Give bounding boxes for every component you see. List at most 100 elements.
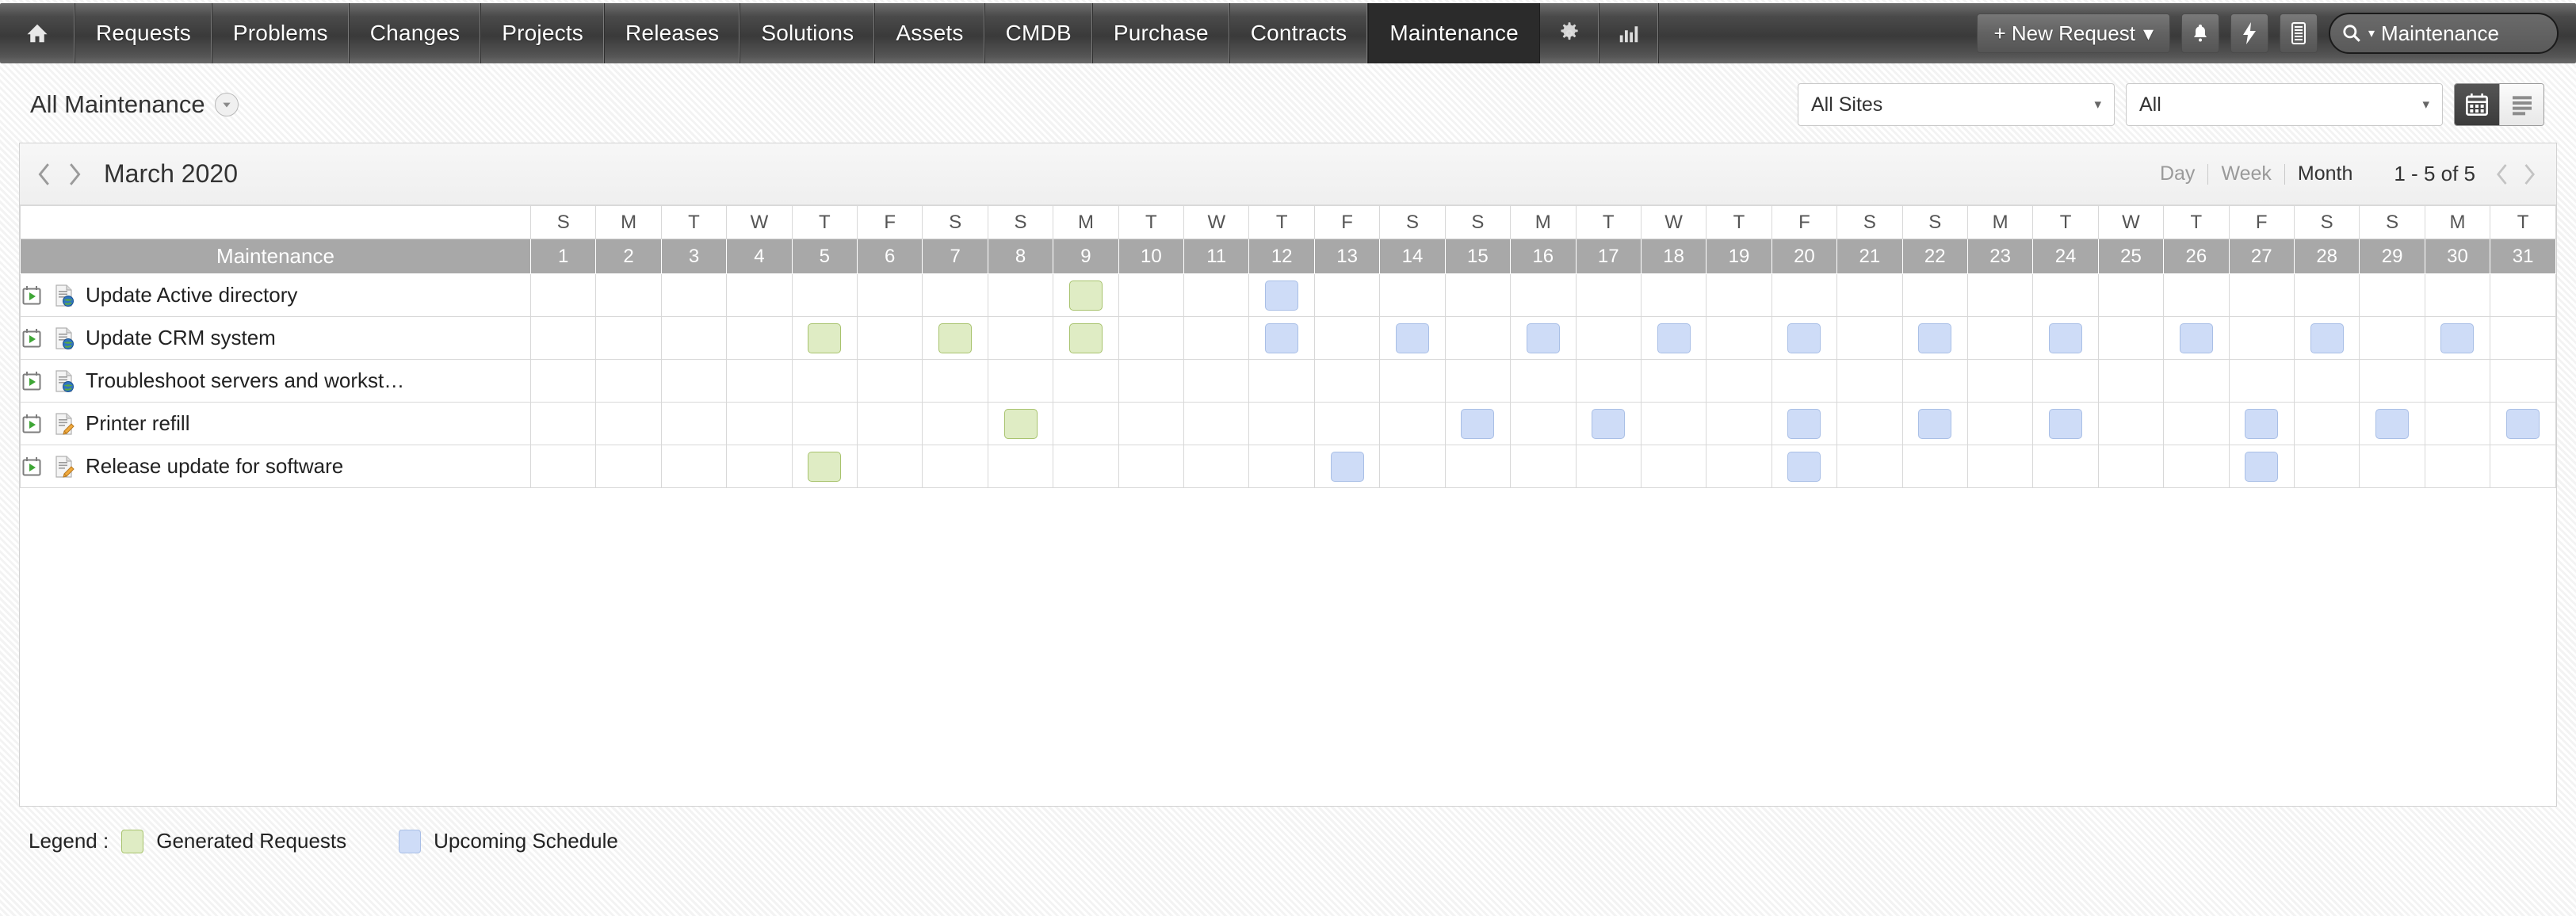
schedule-cell-day-30[interactable] [2424,359,2491,403]
tab-day[interactable]: Day [2159,162,2196,185]
schedule-cell-day-23[interactable] [1966,273,2034,317]
schedule-cell-day-11[interactable] [1183,445,1250,488]
schedule-cell-day-16[interactable] [1510,445,1577,488]
date-header-21[interactable]: 21 [1836,239,1903,274]
nav-item-changes[interactable]: Changes [350,3,482,63]
search-input[interactable]: Maintenance [2381,21,2499,45]
schedule-cell-day-21[interactable] [1836,359,1903,403]
schedule-cell-day-24[interactable] [2032,316,2099,360]
schedule-cell-day-13[interactable] [1313,445,1381,488]
date-header-31[interactable]: 31 [2490,239,2556,274]
date-header-11[interactable]: 11 [1183,239,1250,274]
schedule-cell-day-7[interactable] [922,273,988,317]
schedule-cell-day-6[interactable] [857,359,923,403]
schedule-cell-day-7[interactable] [922,445,988,488]
schedule-cell-day-19[interactable] [1706,402,1772,445]
date-header-3[interactable]: 3 [660,239,728,274]
date-header-23[interactable]: 23 [1966,239,2034,274]
upcoming-schedule-marker[interactable] [1265,280,1299,311]
nav-item-solutions[interactable]: Solutions [740,3,876,63]
schedule-cell-day-12[interactable] [1248,359,1315,403]
nav-item-maintenance[interactable]: Maintenance [1368,3,1540,63]
schedule-cell-day-24[interactable] [2032,402,2099,445]
nav-item-purchase[interactable]: Purchase [1093,3,1230,63]
schedule-cell-day-10[interactable] [1118,273,1185,317]
schedule-cell-day-4[interactable] [726,273,793,317]
schedule-cell-day-17[interactable] [1575,316,1642,360]
schedule-cell-day-14[interactable] [1379,402,1446,445]
notes-button[interactable] [2280,13,2318,53]
schedule-cell-day-21[interactable] [1836,445,1903,488]
date-header-16[interactable]: 16 [1510,239,1577,274]
upcoming-schedule-marker[interactable] [1265,323,1299,353]
upcoming-schedule-marker[interactable] [2049,408,2083,439]
task-label[interactable]: Printer refill [86,411,190,435]
upcoming-schedule-marker[interactable] [1461,408,1495,439]
schedule-cell-day-1[interactable] [529,402,597,445]
schedule-cell-day-4[interactable] [726,402,793,445]
schedule-cell-day-20[interactable] [1771,359,1838,403]
schedule-cell-day-16[interactable] [1510,402,1577,445]
schedule-cell-day-10[interactable] [1118,445,1185,488]
schedule-cell-day-18[interactable] [1640,402,1707,445]
task-label[interactable]: Update Active directory [86,283,298,307]
date-header-24[interactable]: 24 [2032,239,2099,274]
schedule-cell-day-15[interactable] [1444,402,1512,445]
site-filter-select[interactable]: All Sites ▾ [1798,83,2115,126]
generated-request-marker[interactable] [808,451,842,482]
schedule-cell-day-9[interactable] [1053,316,1119,360]
schedule-cell-day-2[interactable] [595,273,662,317]
nav-item-assets[interactable]: Assets [875,3,985,63]
date-header-2[interactable]: 2 [595,239,662,274]
next-month-button[interactable] [66,162,83,187]
schedule-cell-day-24[interactable] [2032,445,2099,488]
schedule-cell-day-13[interactable] [1313,316,1381,360]
upcoming-schedule-marker[interactable] [1787,408,1821,439]
type-filter-select[interactable]: All ▾ [2126,83,2443,126]
upcoming-schedule-marker[interactable] [2179,323,2213,353]
schedule-cell-day-29[interactable] [2359,316,2425,360]
task-label[interactable]: Update CRM system [86,326,276,349]
schedule-cell-day-2[interactable] [595,445,662,488]
date-header-18[interactable]: 18 [1640,239,1707,274]
schedule-cell-day-17[interactable] [1575,445,1642,488]
schedule-cell-day-23[interactable] [1966,445,2034,488]
schedule-cell-day-18[interactable] [1640,359,1707,403]
generated-request-marker[interactable] [1003,408,1038,439]
calendar-run-icon[interactable] [21,284,43,307]
upcoming-schedule-marker[interactable] [1330,451,1364,482]
date-header-14[interactable]: 14 [1379,239,1446,274]
schedule-cell-day-15[interactable] [1444,316,1512,360]
schedule-cell-day-30[interactable] [2424,445,2491,488]
page-next-button[interactable] [2521,162,2537,186]
date-header-4[interactable]: 4 [726,239,793,274]
schedule-cell-day-31[interactable] [2490,273,2556,317]
nav-item-problems[interactable]: Problems [212,3,350,63]
schedule-cell-day-18[interactable] [1640,445,1707,488]
schedule-cell-day-5[interactable] [791,273,858,317]
schedule-cell-day-26[interactable] [2163,359,2230,403]
schedule-cell-day-10[interactable] [1118,316,1185,360]
schedule-cell-day-29[interactable] [2359,445,2425,488]
schedule-cell-day-25[interactable] [2097,359,2165,403]
schedule-cell-day-29[interactable] [2359,402,2425,445]
schedule-cell-day-31[interactable] [2490,402,2556,445]
schedule-cell-day-5[interactable] [791,402,858,445]
nav-item-releases[interactable]: Releases [605,3,741,63]
schedule-cell-day-13[interactable] [1313,273,1381,317]
schedule-cell-day-23[interactable] [1966,402,2034,445]
schedule-cell-day-2[interactable] [595,359,662,403]
generated-request-marker[interactable] [1068,323,1103,353]
schedule-cell-day-17[interactable] [1575,273,1642,317]
schedule-cell-day-14[interactable] [1379,359,1446,403]
schedule-cell-day-7[interactable] [922,402,988,445]
date-header-29[interactable]: 29 [2359,239,2425,274]
schedule-cell-day-28[interactable] [2293,359,2360,403]
schedule-cell-day-27[interactable] [2228,273,2295,317]
schedule-cell-day-10[interactable] [1118,359,1185,403]
schedule-cell-day-6[interactable] [857,316,923,360]
schedule-cell-day-20[interactable] [1771,402,1838,445]
schedule-cell-day-22[interactable] [1901,316,1968,360]
schedule-cell-day-18[interactable] [1640,273,1707,317]
tab-month[interactable]: Month [2297,162,2353,185]
